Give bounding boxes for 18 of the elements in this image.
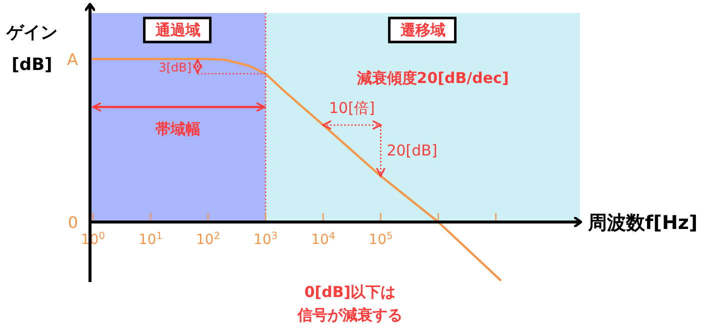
annotation: 減衰傾度20[dB/dec] [356, 69, 509, 87]
text: 0[dB]以下は [304, 283, 396, 301]
text: 信号が減衰する [296, 306, 402, 324]
x-tick-label: 10$^{5}$ [368, 230, 393, 248]
x-tick-label: 10$^{1}$ [138, 230, 163, 248]
annotation: 10[倍] [329, 99, 375, 118]
annotation: 3[dB] [158, 60, 192, 74]
x-tick-label: 10$^{3}$ [254, 230, 278, 248]
band-label: 遷移域 [399, 21, 446, 39]
annotation: 帯域幅 [155, 120, 200, 138]
x-axis-title: 周波数f[Hz] [587, 212, 698, 234]
x-tick-label: 10$^{2}$ [196, 230, 220, 248]
annotation: 20[dB] [386, 142, 438, 160]
text: A [67, 50, 78, 69]
x-tick-label: 10$^{4}$ [311, 230, 336, 248]
text: 0 [68, 213, 78, 232]
band-label: 通過域 [154, 21, 200, 39]
y-axis-title: ゲイン [dB] [6, 23, 58, 75]
